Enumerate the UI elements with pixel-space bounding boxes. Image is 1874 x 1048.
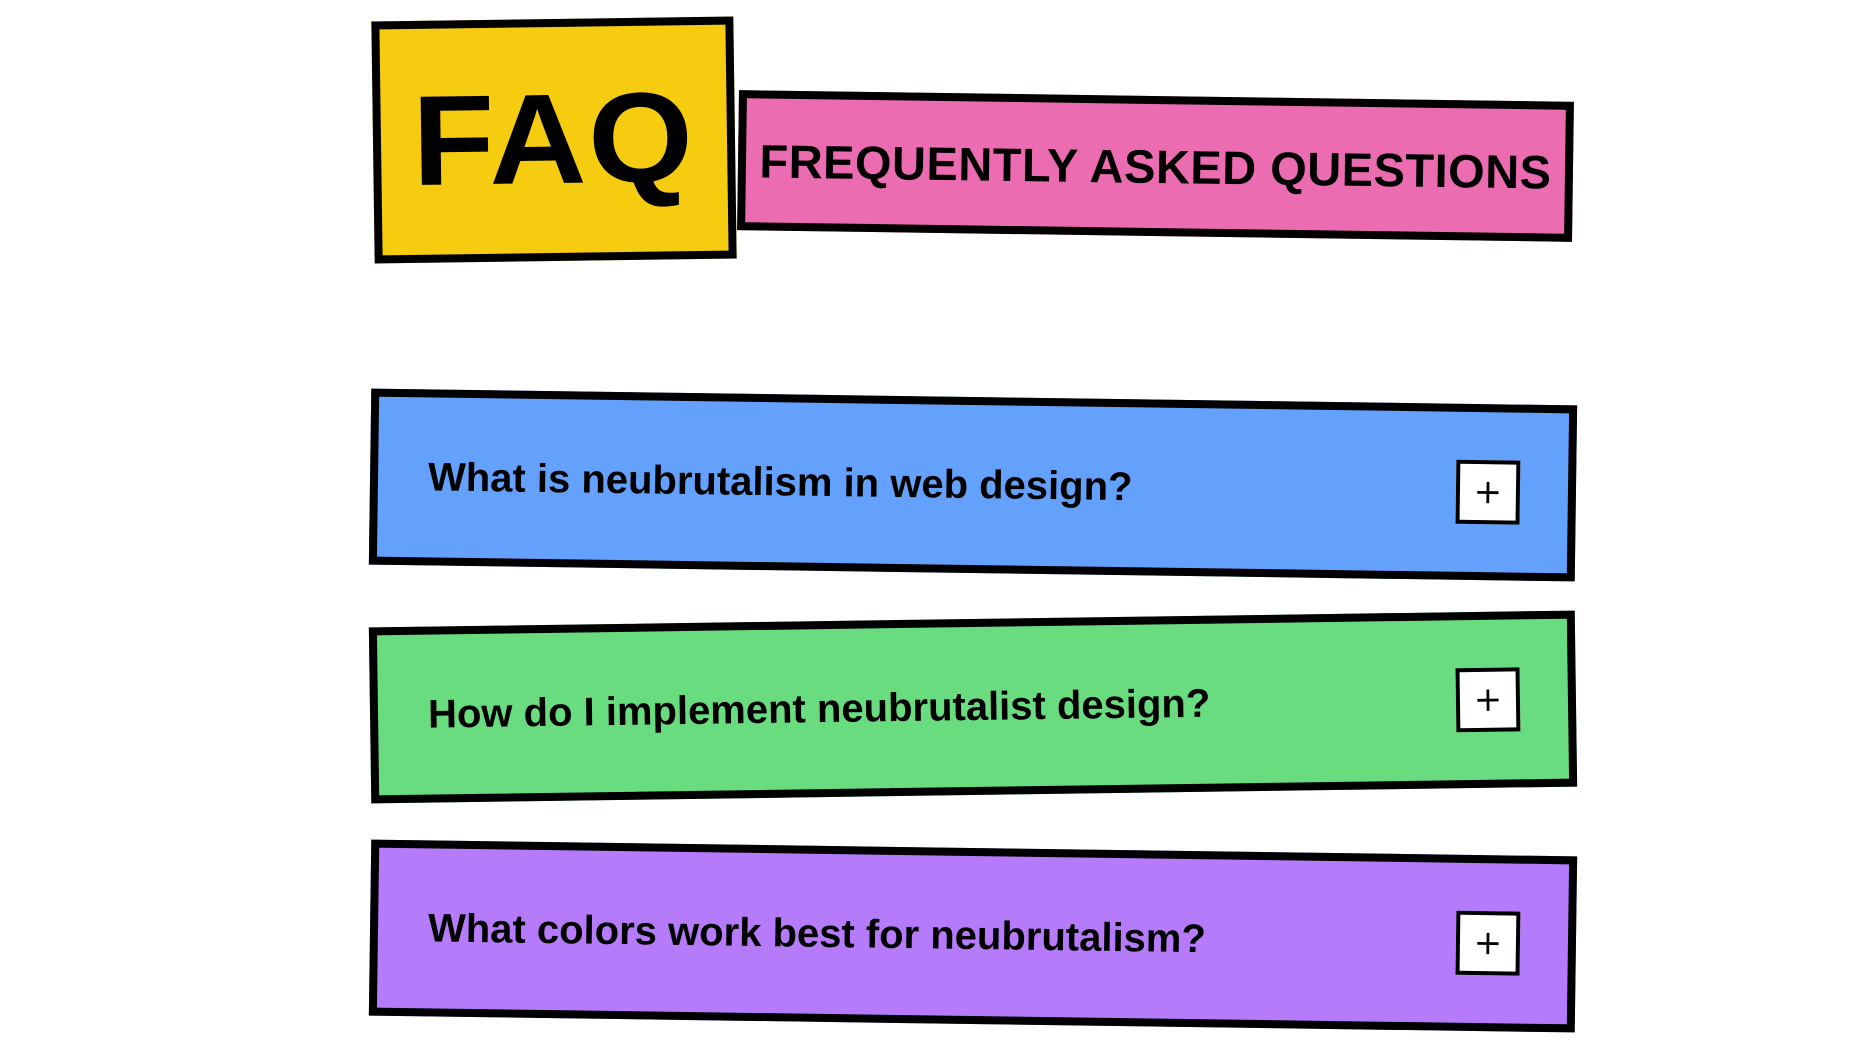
subtitle-banner: FREQUENTLY ASKED QUESTIONS <box>737 90 1574 242</box>
page-title: FAQ <box>411 66 697 213</box>
expand-toggle-button[interactable]: + <box>1455 910 1521 976</box>
plus-icon: + <box>1473 471 1503 513</box>
plus-icon: + <box>1473 679 1503 721</box>
faq-question: How do I implement neubrutalist design? <box>427 681 1211 737</box>
faq-badge: FAQ <box>371 16 737 264</box>
faq-item-neubrutalism-definition[interactable]: What is neubrutalism in web design? + <box>368 388 1578 582</box>
faq-question: What colors work best for neubrutalism? <box>427 905 1207 961</box>
faq-question: What is neubrutalism in web design? <box>427 454 1133 509</box>
plus-icon: + <box>1473 922 1503 964</box>
expand-toggle-button[interactable]: + <box>1455 667 1521 733</box>
faq-item-colors[interactable]: What colors work best for neubrutalism? … <box>368 839 1578 1033</box>
expand-toggle-button[interactable]: + <box>1455 459 1521 525</box>
faq-item-implementation[interactable]: How do I implement neubrutalist design? … <box>368 610 1578 804</box>
page-subtitle: FREQUENTLY ASKED QUESTIONS <box>759 133 1552 199</box>
